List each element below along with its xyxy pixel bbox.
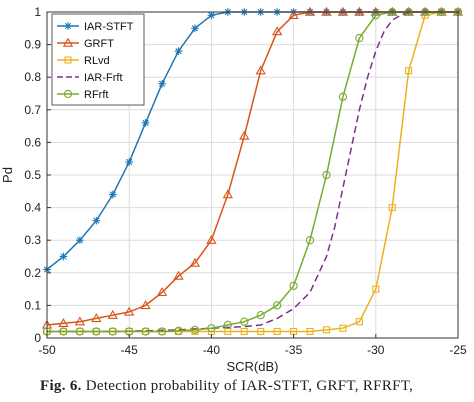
star-point <box>191 24 199 33</box>
figure-caption: Fig. 6. Detection probability of IAR-STF… <box>40 378 413 395</box>
square-point <box>355 318 363 326</box>
triangle-point <box>337 6 349 16</box>
y-tick-label: 0.3 <box>24 233 41 247</box>
square-point <box>306 327 314 336</box>
legend-item-grft: GRFT <box>57 37 114 50</box>
circle-point <box>75 327 85 336</box>
series-line-rfrft <box>47 11 458 333</box>
triangle-point <box>107 309 118 319</box>
star-point <box>125 158 133 166</box>
square-point <box>240 327 248 336</box>
circle-point <box>108 327 117 336</box>
triangle-point <box>304 6 316 16</box>
circle-point <box>63 89 73 99</box>
series-line-iar-frft <box>47 11 458 333</box>
triangle-point <box>321 6 332 16</box>
y-tick-label: 0.2 <box>24 266 41 280</box>
legend: IAR-STFT GRFT RLvd IAR-Frft RFrft <box>51 13 145 106</box>
star-point <box>207 11 216 20</box>
triangle-point <box>288 9 299 19</box>
star-point <box>64 22 72 30</box>
axes-layer: -50 -45 -40 -35 -30 -25 0 0.1 0.2 0.3 0.4 0.5 0.6 0.7… <box>24 5 467 357</box>
triangle-point <box>156 287 168 297</box>
triangle-point <box>62 37 74 47</box>
square-point <box>339 324 347 332</box>
y-tick-label: 1 <box>34 5 41 19</box>
legend-item-rfrft: RFrft <box>57 89 108 101</box>
circle-point <box>338 92 348 101</box>
triangle-point <box>173 270 184 280</box>
square-point <box>64 56 72 64</box>
star-point <box>158 79 166 88</box>
legend-label: IAR-Frft <box>84 72 123 84</box>
star-point <box>174 47 183 55</box>
x-tick-label: -30 <box>367 343 385 357</box>
star-point <box>108 190 117 199</box>
square-point <box>273 327 281 336</box>
circle-point <box>141 327 150 336</box>
circle-point <box>174 326 183 335</box>
circle-point <box>322 170 331 180</box>
legend-item-rlvd: RLvd <box>57 55 110 67</box>
square-point <box>322 326 331 334</box>
triangle-point <box>140 300 151 310</box>
x-axis-label: SCR(dB) <box>226 359 278 374</box>
y-tick-label: 0.6 <box>24 135 41 149</box>
circle-point <box>59 327 68 336</box>
circle-point <box>223 320 232 330</box>
circle-point <box>289 281 298 290</box>
circle-point <box>256 311 265 320</box>
y-axis-label: Pd <box>0 167 15 183</box>
circle-point <box>157 327 167 336</box>
triangle-point <box>124 306 135 316</box>
triangle-point <box>58 318 69 328</box>
square-point <box>388 204 396 212</box>
circle-point <box>305 236 315 245</box>
square-point <box>405 67 413 75</box>
x-tick-label: -45 <box>121 343 139 357</box>
y-tick-label: 0.7 <box>24 103 41 117</box>
triangle-point <box>272 26 283 36</box>
circle-point <box>273 301 282 310</box>
legend-label: RLvd <box>84 55 110 67</box>
star-point <box>76 236 84 244</box>
y-tick-label: 0.4 <box>24 201 41 215</box>
triangle-point <box>91 313 102 323</box>
y-tick-label: 0 <box>34 331 41 345</box>
triangle-point <box>239 130 250 140</box>
x-tick-label: -25 <box>449 343 467 357</box>
circle-point <box>240 317 249 326</box>
legend-label: GRFT <box>84 38 114 50</box>
legend-item-iar-stft: IAR-STFT <box>57 21 134 33</box>
x-tick-label: -40 <box>203 343 221 357</box>
circle-point <box>355 33 364 43</box>
legend-label: RFrft <box>84 89 108 101</box>
triangle-point <box>206 234 217 244</box>
square-point <box>257 327 265 336</box>
y-tick-label: 0.1 <box>24 298 41 312</box>
caption-text: Detection probability of IAR-STFT, GRFT,… <box>85 378 414 394</box>
triangle-point <box>222 189 233 199</box>
triangle-point <box>255 65 266 75</box>
triangle-point <box>354 6 365 16</box>
triangle-point <box>189 257 201 267</box>
y-tick-label: 0.9 <box>24 38 41 52</box>
circle-point <box>92 327 101 336</box>
star-point <box>92 216 101 225</box>
y-tick-label: 0.8 <box>24 70 41 84</box>
star-point <box>141 119 150 127</box>
circle-point <box>190 325 200 334</box>
star-point <box>59 252 68 261</box>
legend-item-iar-frft: IAR-Frft <box>57 72 123 84</box>
circle-point <box>207 324 216 333</box>
y-tick-label: 0.5 <box>24 168 41 182</box>
caption-label: Fig. 6. <box>40 378 82 394</box>
plot-frame <box>46 11 459 339</box>
triangle-point <box>74 316 86 326</box>
x-tick-label: -50 <box>38 343 56 357</box>
legend-label: IAR-STFT <box>84 21 134 33</box>
square-point <box>372 285 380 293</box>
x-tick-label: -35 <box>285 343 303 357</box>
